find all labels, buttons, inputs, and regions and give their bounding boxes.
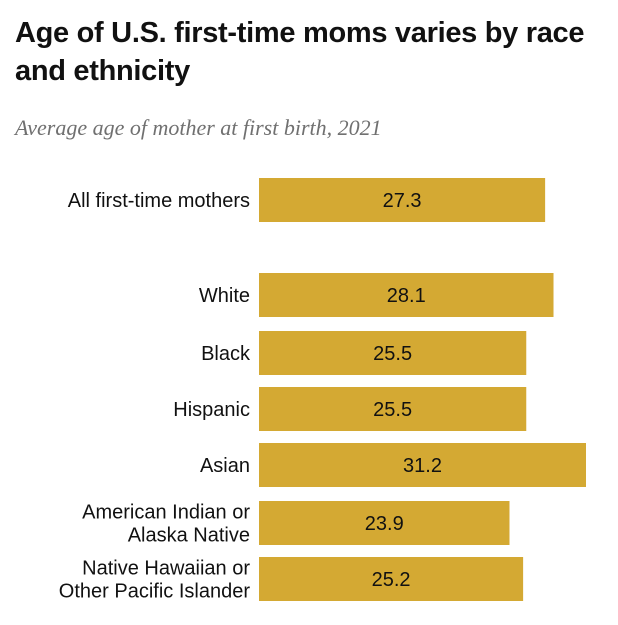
bar-3 [259, 387, 527, 431]
category-label-2: Black [201, 343, 251, 365]
category-label-4: Asian [200, 455, 250, 477]
bar-value-label-5: 23.9 [365, 513, 404, 535]
category-label-5: American Indian or Alaska Native [82, 502, 250, 547]
category-label-line: All first-time mothers [68, 190, 250, 212]
bar-value-label-2: 25.5 [373, 343, 412, 365]
bar-5 [259, 501, 510, 545]
chart-title: Age of U.S. first-time moms varies by ra… [15, 17, 585, 87]
category-label-line: Asian [200, 455, 250, 477]
category-label-6: Native Hawaiian or Other Pacific Islander [59, 558, 251, 603]
bar-value-label-1: 28.1 [387, 285, 426, 307]
bar-value-label-6: 25.2 [372, 569, 411, 591]
category-label-3: Hispanic [173, 399, 250, 421]
category-label-line: White [199, 285, 250, 307]
category-label-line: American Indian or [82, 502, 250, 524]
bar-2 [259, 331, 527, 375]
bar-value-label-4: 31.2 [403, 455, 442, 477]
bar-0 [259, 178, 546, 222]
bar-value-label-0: 27.3 [383, 190, 422, 212]
category-label-1: White [199, 285, 250, 307]
bar-1 [259, 273, 554, 317]
category-label-line: Other Pacific Islander [59, 581, 251, 603]
bar-value-label-3: 25.5 [373, 399, 412, 421]
category-label-line: Black [201, 343, 251, 365]
bar-4 [259, 443, 586, 487]
category-label-line: Native Hawaiian or [82, 558, 250, 580]
category-label-0: All first-time mothers [68, 190, 250, 212]
category-label-line: Alaska Native [128, 525, 250, 547]
bar-6 [259, 557, 524, 601]
chart-subtitle: Average age of mother at first birth, 20… [15, 115, 382, 140]
category-label-line: Hispanic [173, 399, 250, 421]
